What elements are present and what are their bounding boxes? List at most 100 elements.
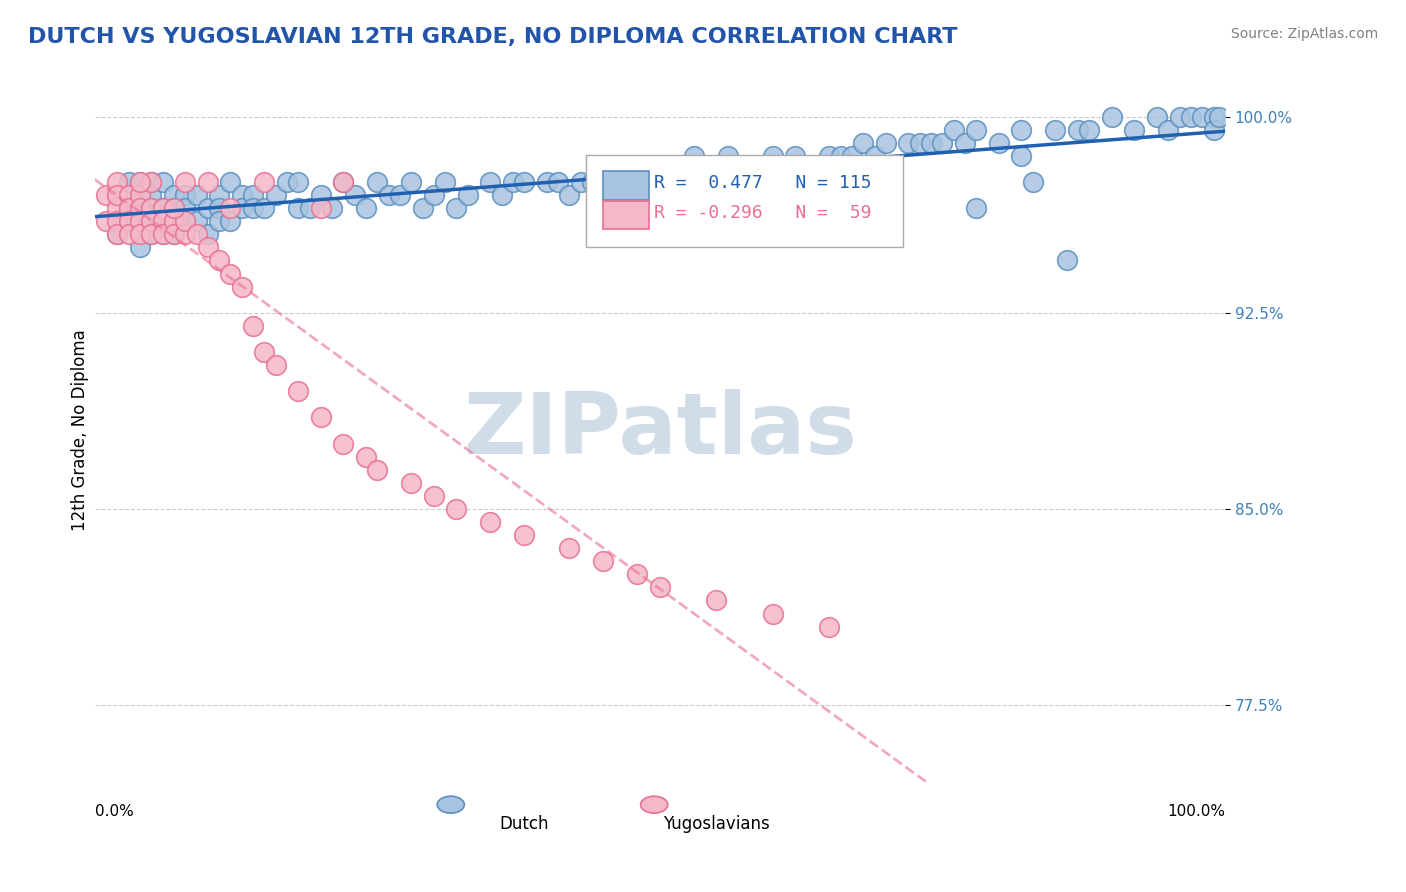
Point: [208, 188, 231, 202]
Point: [129, 175, 152, 189]
Point: [152, 175, 174, 189]
Point: [1146, 110, 1168, 124]
Point: [875, 227, 897, 242]
Point: [332, 436, 354, 450]
Point: [762, 149, 785, 163]
Point: [785, 149, 807, 163]
Point: [105, 188, 128, 202]
Point: [423, 188, 446, 202]
Point: [94, 214, 117, 228]
Point: [174, 175, 197, 189]
Point: [399, 175, 422, 189]
Point: [309, 201, 332, 215]
Point: [152, 227, 174, 242]
Point: [366, 463, 388, 477]
Point: [841, 149, 863, 163]
Point: [105, 227, 128, 242]
Point: [354, 201, 377, 215]
Point: [253, 345, 276, 359]
Point: [920, 136, 942, 150]
Point: [253, 175, 276, 189]
Point: [603, 175, 626, 189]
Point: [513, 175, 536, 189]
Point: [152, 214, 174, 228]
Point: [231, 201, 253, 215]
Point: [287, 201, 309, 215]
Point: [863, 149, 886, 163]
Point: [399, 475, 422, 490]
Point: [163, 227, 186, 242]
Point: [1010, 149, 1032, 163]
Point: [129, 175, 152, 189]
Point: [186, 227, 208, 242]
Point: [118, 214, 141, 228]
Point: [197, 175, 219, 189]
Point: [1180, 110, 1202, 124]
Point: [129, 201, 152, 215]
Point: [242, 201, 264, 215]
Point: [163, 188, 186, 202]
Point: [152, 214, 174, 228]
Point: [796, 175, 818, 189]
Text: DUTCH VS YUGOSLAVIAN 12TH GRADE, NO DIPLOMA CORRELATION CHART: DUTCH VS YUGOSLAVIAN 12TH GRADE, NO DIPL…: [28, 27, 957, 46]
Point: [412, 201, 434, 215]
Point: [152, 201, 174, 215]
Point: [626, 567, 648, 582]
Point: [298, 201, 321, 215]
Point: [965, 201, 987, 215]
Point: [174, 214, 197, 228]
Point: [479, 175, 502, 189]
Point: [118, 201, 141, 215]
Point: [129, 188, 152, 202]
Point: [1067, 122, 1090, 136]
Point: [377, 188, 399, 202]
Point: [942, 122, 965, 136]
Point: [174, 227, 197, 242]
Point: [547, 175, 569, 189]
Point: [242, 318, 264, 333]
Point: [953, 136, 976, 150]
Text: Yugoslavians: Yugoslavians: [664, 815, 769, 833]
Text: 0.0%: 0.0%: [94, 805, 134, 820]
Point: [105, 175, 128, 189]
Text: 100.0%: 100.0%: [1167, 805, 1225, 820]
Point: [163, 214, 186, 228]
Point: [174, 201, 197, 215]
Point: [163, 227, 186, 242]
Point: [105, 201, 128, 215]
Point: [1157, 122, 1180, 136]
Point: [242, 188, 264, 202]
FancyBboxPatch shape: [603, 171, 648, 200]
Point: [536, 175, 558, 189]
Point: [253, 201, 276, 215]
Point: [141, 175, 163, 189]
Point: [129, 201, 152, 215]
Point: [852, 136, 875, 150]
Point: [366, 175, 388, 189]
Point: [174, 214, 197, 228]
Point: [704, 201, 727, 215]
Point: [1101, 110, 1123, 124]
Point: [276, 175, 298, 189]
Point: [648, 580, 671, 594]
Circle shape: [437, 797, 464, 814]
Point: [287, 175, 309, 189]
Point: [704, 593, 727, 607]
Point: [388, 188, 411, 202]
Point: [163, 201, 186, 215]
Point: [423, 489, 446, 503]
Point: [717, 149, 740, 163]
Point: [671, 175, 693, 189]
Point: [818, 619, 841, 633]
Point: [818, 149, 841, 163]
Point: [434, 175, 457, 189]
Text: Source: ZipAtlas.com: Source: ZipAtlas.com: [1230, 27, 1378, 41]
Point: [1208, 110, 1230, 124]
Point: [197, 240, 219, 254]
Text: ZIPatlas: ZIPatlas: [463, 389, 856, 472]
Point: [592, 554, 614, 568]
Point: [354, 450, 377, 464]
Point: [208, 201, 231, 215]
Point: [219, 201, 242, 215]
Point: [231, 279, 253, 293]
